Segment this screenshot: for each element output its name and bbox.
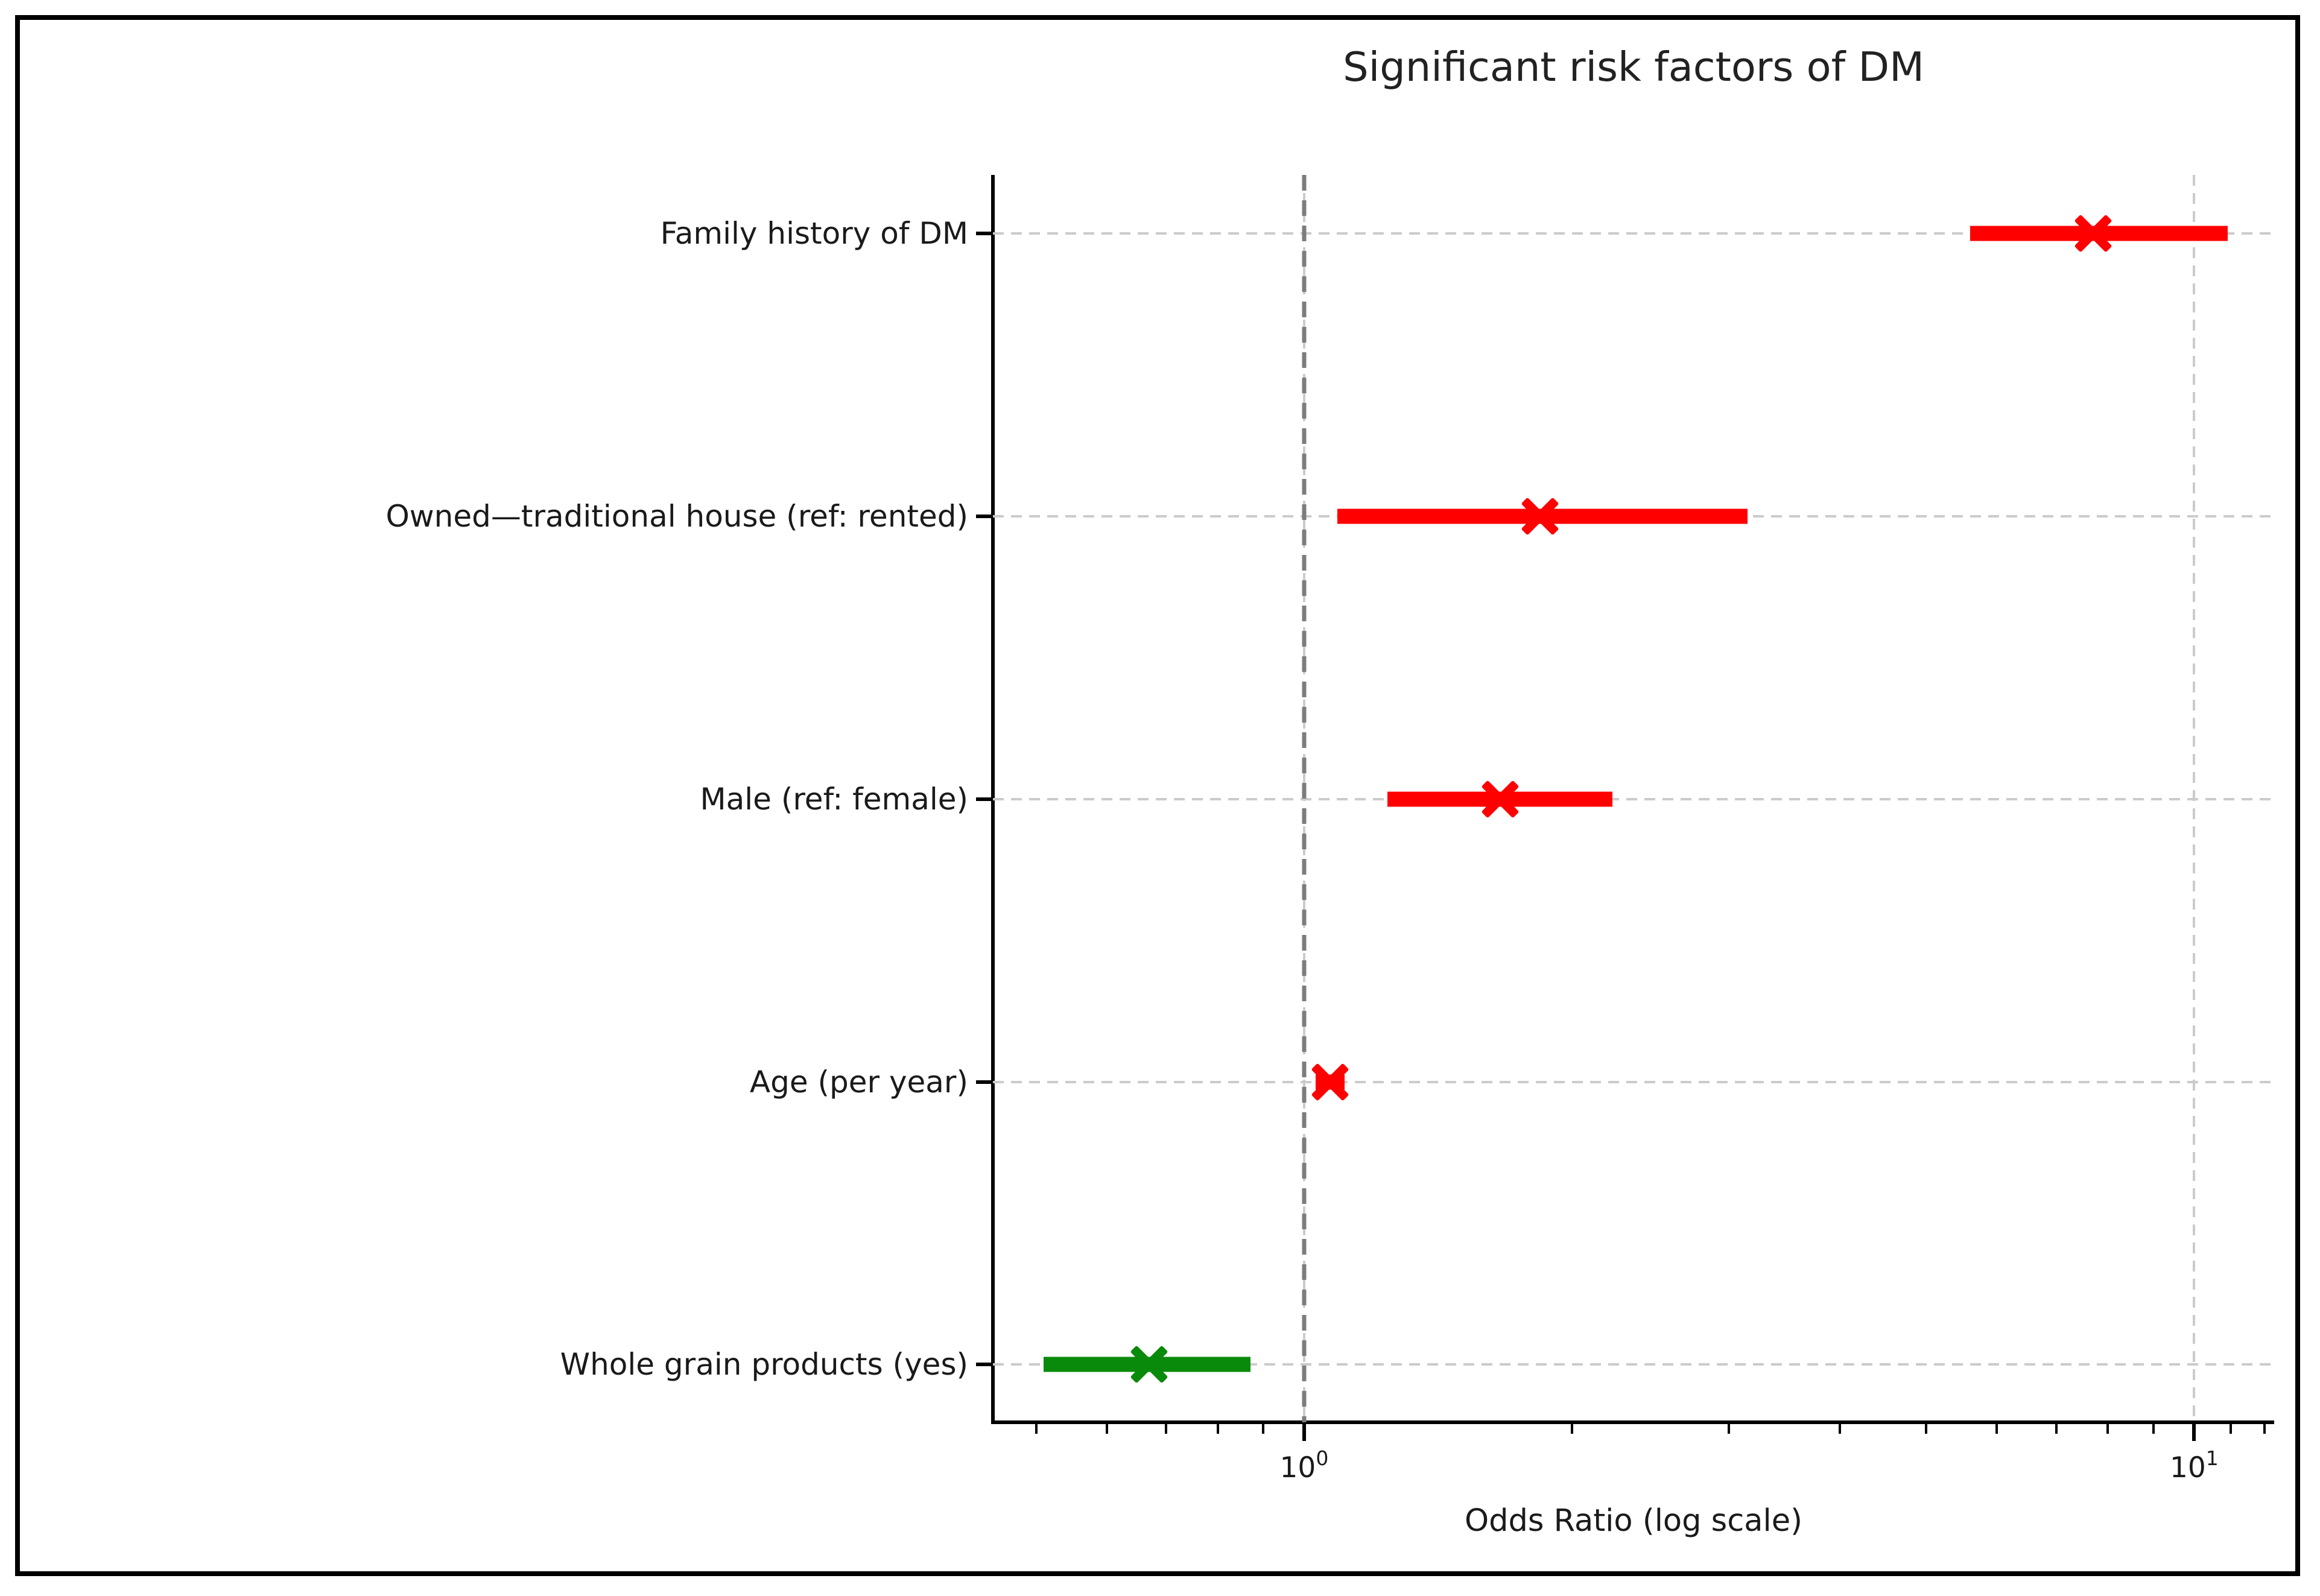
x-axis-minor-tick [2263, 1424, 2266, 1434]
x-axis-minor-tick [2152, 1424, 2155, 1434]
gridline-horizontal [993, 1363, 2274, 1366]
x-tick-label-exponent: 0 [1316, 1446, 1329, 1470]
gridline-horizontal [993, 797, 2274, 800]
x-tick-label: 100 [1280, 1446, 1329, 1484]
y-axis-tick [976, 797, 993, 801]
x-tick-label-exponent: 1 [2205, 1446, 2219, 1470]
x-axis-minor-tick [1165, 1424, 1168, 1434]
gridline-horizontal [993, 232, 2274, 235]
x-axis-spine [991, 1420, 2274, 1424]
y-axis-tick [976, 1080, 993, 1084]
y-axis-tick [976, 232, 993, 236]
x-axis-minor-tick [1925, 1424, 1928, 1434]
gridline-vertical [2193, 175, 2196, 1422]
x-axis-minor-tick [1839, 1424, 1842, 1434]
y-axis-category-label: Family history of DM [660, 216, 968, 252]
x-tick-label-base: 10 [1279, 1451, 1316, 1484]
y-axis-category-label: Age (per year) [749, 1064, 968, 1100]
x-tick-label: 101 [2170, 1446, 2219, 1484]
x-axis-major-tick [1302, 1424, 1306, 1441]
figure-border [15, 15, 2300, 1576]
or-marker [1130, 1345, 1168, 1384]
y-axis-category-label: Male (ref: female) [700, 781, 968, 817]
y-axis-category-label: Whole grain products (yes) [560, 1347, 968, 1382]
x-axis-minor-tick [1727, 1424, 1730, 1434]
or-marker [1481, 780, 1520, 819]
or-marker [2074, 214, 2112, 253]
plot-area [976, 175, 2274, 1441]
or-marker [1311, 1063, 1349, 1101]
or-marker [1521, 497, 1559, 536]
x-axis-minor-tick [1995, 1424, 1998, 1434]
gridline-horizontal [993, 1080, 2274, 1083]
x-axis-minor-tick [2230, 1424, 2233, 1434]
x-axis-major-tick [2192, 1424, 2196, 1441]
y-axis-category-label: Owned—traditional house (ref: rented) [385, 499, 968, 534]
reference-line-or-1 [1302, 175, 1307, 1422]
x-axis-minor-tick [1262, 1424, 1265, 1434]
x-tick-label-base: 10 [2169, 1451, 2206, 1484]
y-axis-tick [976, 1363, 993, 1367]
x-axis-minor-tick [1216, 1424, 1219, 1434]
x-axis-minor-tick [1105, 1424, 1108, 1434]
chart-title: Significant risk factors of DM [1343, 43, 1924, 90]
x-axis-minor-tick [2055, 1424, 2058, 1434]
x-axis-label: Odds Ratio (log scale) [1465, 1503, 1802, 1539]
x-axis-minor-tick [1035, 1424, 1038, 1434]
x-axis-minor-tick [1571, 1424, 1574, 1434]
y-axis-tick [976, 515, 993, 518]
x-axis-minor-tick [2106, 1424, 2109, 1434]
